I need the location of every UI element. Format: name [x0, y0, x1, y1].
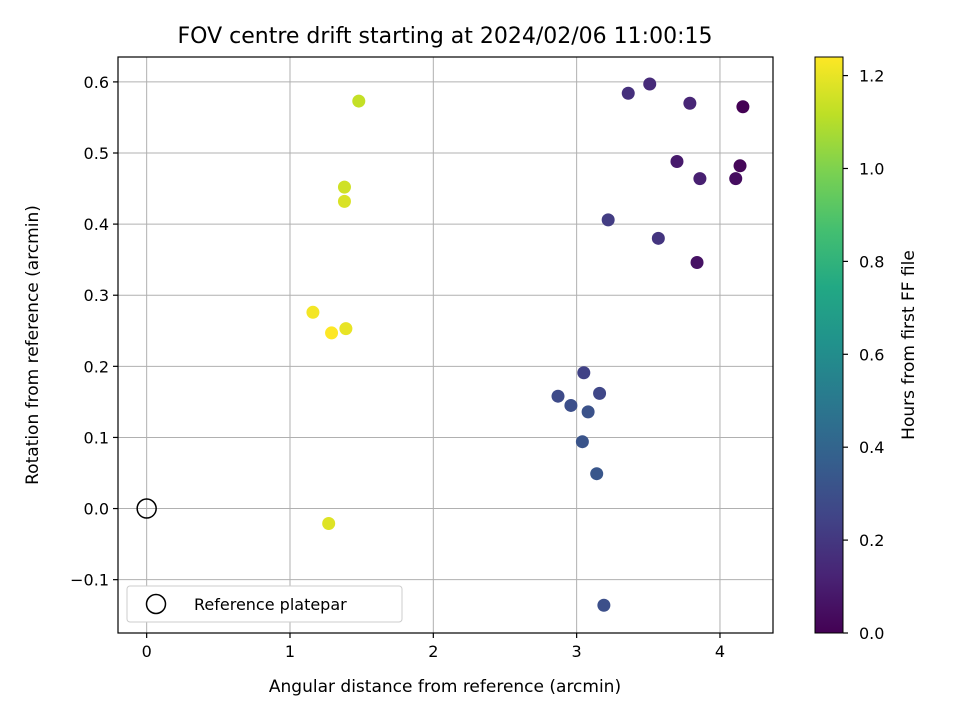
colorbar-gradient	[814, 56, 844, 634]
y-tick-label: 0.1	[84, 428, 109, 447]
data-point	[325, 326, 339, 340]
data-point	[670, 155, 684, 169]
x-tick-label: 1	[285, 642, 295, 661]
legend: Reference platepar	[126, 585, 403, 623]
data-point	[339, 322, 353, 336]
colorbar-label: Hours from first FF file	[899, 250, 919, 440]
y-axis-label: Rotation from reference (arcmin)	[23, 205, 43, 485]
colorbar-tick-label: 0.0	[859, 624, 884, 643]
data-point	[575, 435, 589, 449]
data-point	[736, 100, 750, 114]
colorbar: 0.0 0.2 0.4 0.6 0.8 1.0 1.2 Hours from first F…	[814, 56, 919, 643]
data-point	[593, 386, 607, 400]
data-point	[621, 86, 635, 100]
data-point	[643, 77, 657, 91]
x-axis-label: Angular distance from reference (arcmin)	[269, 677, 621, 697]
data-point	[690, 256, 704, 270]
x-tick-label: 3	[572, 642, 582, 661]
data-point	[306, 305, 320, 319]
y-tick-label: 0.2	[84, 357, 109, 376]
data-point	[322, 516, 336, 530]
grid	[118, 57, 773, 633]
x-tick-label: 4	[715, 642, 725, 661]
y-tick-label: 0.5	[84, 144, 109, 163]
data-point	[601, 213, 615, 227]
data-point	[581, 405, 595, 419]
data-point	[577, 366, 591, 380]
legend-label: Reference platepar	[194, 595, 347, 614]
x-tick-label: 2	[428, 642, 438, 661]
y-tick-label: 0.6	[84, 73, 109, 92]
data-point	[564, 398, 578, 412]
colorbar-tick-label: 0.8	[859, 252, 884, 271]
colorbar-tick-label: 1.0	[859, 159, 884, 178]
data-point	[693, 172, 707, 186]
data-point	[733, 159, 747, 173]
colorbar-ticks: 0.0 0.2 0.4 0.6 0.8 1.0 1.2	[843, 67, 884, 643]
data-point	[729, 172, 743, 186]
plot-frame	[117, 56, 774, 634]
data-points	[306, 77, 750, 612]
y-tick-label: −0.1	[70, 571, 109, 590]
data-point	[337, 194, 351, 208]
data-point	[683, 96, 697, 110]
colorbar-tick-label: 0.2	[859, 531, 884, 550]
colorbar-tick-label: 1.2	[859, 67, 884, 86]
y-tick-label: 0.4	[84, 215, 109, 234]
colorbar-tick-label: 0.6	[859, 345, 884, 364]
data-point	[597, 598, 611, 612]
x-tick-label: 0	[142, 642, 152, 661]
axis-ticks: 0 1 2 3 4 −0.1 0.0 0.1 0.2 0.3 0.4 0.5 0.6	[70, 73, 725, 661]
colorbar-tick-label: 0.4	[859, 438, 884, 457]
chart-title: FOV centre drift starting at 2024/02/06 …	[178, 24, 713, 49]
reference-marker	[136, 498, 157, 519]
data-point	[590, 467, 604, 481]
data-point	[651, 231, 665, 245]
data-point	[352, 94, 366, 108]
legend-box	[126, 585, 403, 623]
y-tick-label: 0.0	[84, 500, 109, 519]
y-tick-label: 0.3	[84, 286, 109, 305]
data-point	[337, 180, 351, 194]
data-point	[551, 389, 565, 403]
legend-reference-icon	[145, 593, 167, 615]
